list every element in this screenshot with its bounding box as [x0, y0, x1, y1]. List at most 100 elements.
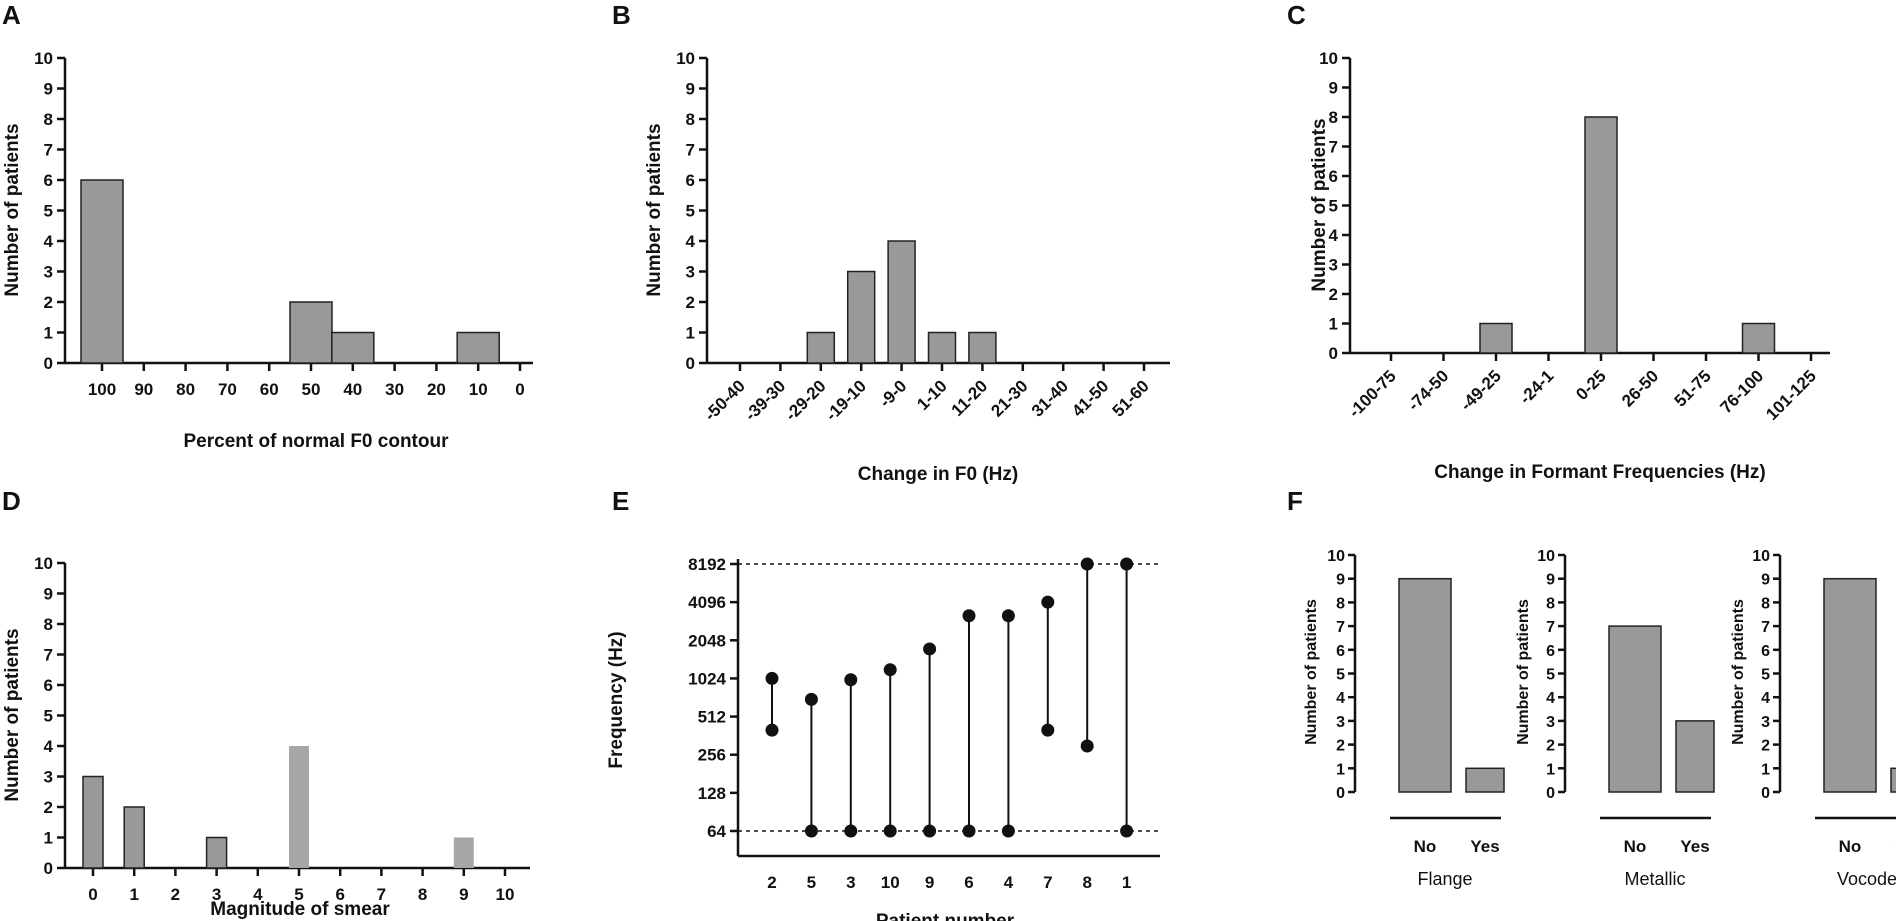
bar	[1584, 116, 1618, 354]
y-tick-label: 6	[44, 171, 53, 190]
y-tick-label: 2	[44, 293, 53, 312]
x-tick-label: -24-1	[1516, 366, 1557, 407]
y-tick-label: 256	[698, 746, 726, 765]
low-point	[1001, 824, 1015, 838]
y-tick-label: 7	[686, 141, 695, 160]
y-tick-label: 0	[44, 354, 53, 373]
y-tick-label: 2	[686, 293, 695, 312]
y-tick-label: 1	[44, 324, 53, 343]
y-tick-label: 9	[1761, 572, 1770, 589]
subchart-label: Flange	[1417, 869, 1472, 889]
y-tick-label: 8	[44, 615, 53, 634]
bar	[1675, 720, 1715, 793]
y-tick-label: 4	[44, 737, 54, 756]
y-tick-label: 1	[44, 829, 53, 848]
x-tick-label: 2	[767, 873, 776, 892]
x-tick-label: 60	[260, 380, 279, 399]
low-point	[962, 824, 976, 838]
bar	[289, 746, 309, 868]
high-point	[844, 673, 858, 687]
y-tick-label: 0	[1546, 785, 1555, 802]
x-tick-label: Yes	[1470, 837, 1499, 856]
x-tick-label: 7	[1043, 873, 1052, 892]
x-tick-label: 30	[385, 380, 404, 399]
bar	[1823, 577, 1877, 793]
x-tick-label: 5	[294, 885, 303, 904]
high-point	[804, 692, 818, 706]
y-tick-label: 6	[1761, 643, 1770, 660]
subchart-flange: 0 1 2 3 4 5 6 7 8 9 10 No Yes Flange Number of patient…	[1303, 548, 1505, 889]
y-tick-label: 1024	[688, 669, 726, 688]
bar	[289, 301, 333, 364]
x-tick-label: 4	[1004, 873, 1014, 892]
low-point	[804, 824, 818, 838]
x-axis-label: Percent of normal F0 contour	[184, 431, 450, 452]
x-tick-label: 51-75	[1671, 366, 1715, 410]
y-tick-label: 10	[1327, 548, 1345, 565]
y-tick-label: 64	[707, 822, 726, 841]
y-tick-label: 5	[1336, 667, 1345, 684]
y-tick-label: 10	[676, 49, 695, 68]
y-tick-label: 6	[1329, 167, 1338, 186]
bar	[80, 179, 124, 364]
x-tick-label: -29-20	[781, 376, 829, 424]
low-point	[1041, 723, 1055, 737]
y-tick-label: 8192	[688, 555, 726, 574]
y-axis-label: Number of patients	[1515, 599, 1532, 745]
panel-letter-b: B	[612, 0, 631, 30]
panel-letter-d: D	[2, 486, 21, 516]
x-tick-label: 21-30	[987, 376, 1031, 420]
low-point	[923, 824, 937, 838]
y-tick-label: 2	[44, 798, 53, 817]
y-tick-label: 7	[44, 141, 53, 160]
y-tick-label: 1	[1329, 315, 1338, 334]
x-tick-label: No	[1414, 837, 1437, 856]
subchart-vocoder: 012345678910NoYesVocoderNumber of patien…	[1730, 548, 1896, 889]
x-tick-label: -50-40	[701, 376, 749, 424]
bar	[887, 240, 916, 364]
x-tick-label: Yes	[1680, 837, 1709, 856]
y-tick-label: 5	[44, 707, 53, 726]
y-tick-label: 5	[1761, 667, 1770, 684]
bar	[1608, 625, 1662, 793]
y-tick-label: 0	[1336, 785, 1345, 802]
x-tick-label: 101-125	[1762, 366, 1820, 424]
y-axis-label: Number of patients	[1309, 118, 1330, 291]
x-tick-label: -39-30	[741, 376, 789, 424]
high-point	[962, 609, 976, 623]
x-axis-label: Magnitude of smear	[210, 899, 390, 920]
y-tick-label: 9	[44, 80, 53, 99]
bar	[456, 331, 500, 364]
bar	[1741, 322, 1776, 354]
y-tick-label: 6	[44, 676, 53, 695]
low-point	[883, 824, 897, 838]
y-tick-label: 7	[1761, 619, 1770, 636]
y-tick-label: 7	[44, 646, 53, 665]
bar	[82, 775, 104, 869]
x-tick-label: 9	[459, 885, 468, 904]
x-tick-label: 4	[253, 885, 263, 904]
y-tick-label: 5	[44, 202, 53, 221]
x-tick-label: 51-60	[1109, 376, 1153, 420]
panel-letter-a: A	[2, 0, 21, 30]
high-point	[1120, 557, 1134, 571]
y-tick-label: 3	[686, 263, 695, 282]
x-tick-label: -74-50	[1404, 366, 1452, 414]
high-point	[1001, 609, 1015, 623]
high-point	[765, 671, 779, 685]
high-point	[883, 663, 897, 677]
y-tick-label: 0	[1761, 785, 1770, 802]
y-tick-label: 6	[686, 171, 695, 190]
x-tick-label: 0-25	[1572, 366, 1609, 403]
y-tick-label: 8	[1329, 108, 1338, 127]
y-tick-label: 9	[686, 80, 695, 99]
bar	[1465, 767, 1505, 793]
low-point	[1080, 739, 1094, 753]
y-tick-label: 128	[698, 784, 726, 803]
y-tick-label: 0	[686, 354, 695, 373]
x-tick-label: -9-0	[876, 376, 911, 411]
bar	[205, 836, 228, 869]
y-tick-label: 1	[686, 324, 695, 343]
x-tick-label: 7	[377, 885, 386, 904]
low-point	[844, 824, 858, 838]
